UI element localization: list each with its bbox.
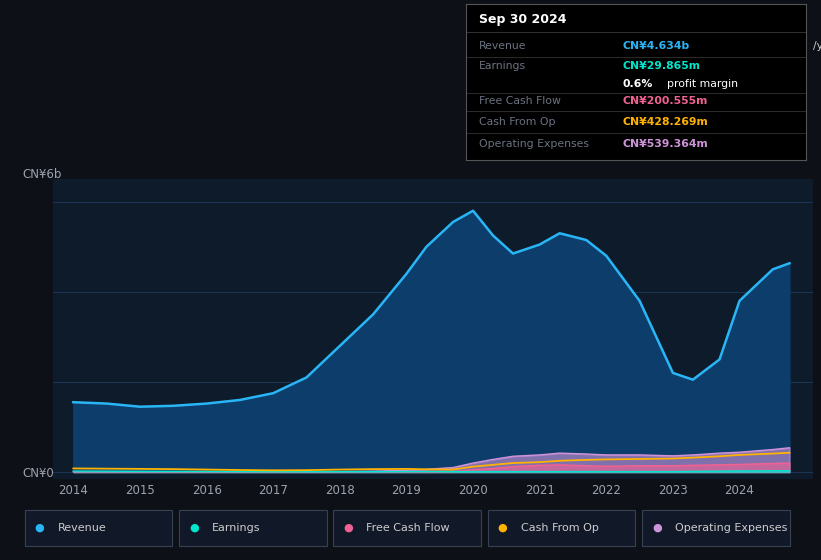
Text: ●: ● <box>343 523 353 533</box>
Text: Cash From Op: Cash From Op <box>521 523 599 533</box>
Text: ●: ● <box>189 523 199 533</box>
Text: ●: ● <box>498 523 507 533</box>
Text: CN¥4.634b: CN¥4.634b <box>622 41 690 51</box>
Text: Operating Expenses: Operating Expenses <box>479 139 589 149</box>
Text: CN¥6b: CN¥6b <box>22 168 62 181</box>
Text: 0.6%: 0.6% <box>622 79 653 89</box>
Text: /yr: /yr <box>813 41 821 51</box>
Text: Free Cash Flow: Free Cash Flow <box>479 96 561 106</box>
Text: Revenue: Revenue <box>57 523 106 533</box>
Text: Earnings: Earnings <box>479 61 526 71</box>
Text: CN¥200.555m: CN¥200.555m <box>622 96 708 106</box>
Text: profit margin: profit margin <box>667 79 737 89</box>
Text: CN¥0: CN¥0 <box>22 466 54 480</box>
Text: CN¥29.865m: CN¥29.865m <box>622 61 700 71</box>
Text: Cash From Op: Cash From Op <box>479 117 556 127</box>
Text: Operating Expenses: Operating Expenses <box>675 523 787 533</box>
Text: CN¥428.269m: CN¥428.269m <box>622 117 708 127</box>
Text: Revenue: Revenue <box>479 41 526 51</box>
Text: ●: ● <box>652 523 662 533</box>
Text: Sep 30 2024: Sep 30 2024 <box>479 13 566 26</box>
Text: Free Cash Flow: Free Cash Flow <box>366 523 450 533</box>
Text: ●: ● <box>34 523 44 533</box>
Text: Earnings: Earnings <box>212 523 260 533</box>
Text: CN¥539.364m: CN¥539.364m <box>622 139 708 149</box>
